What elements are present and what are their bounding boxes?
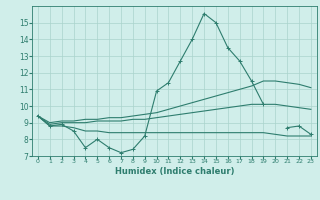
X-axis label: Humidex (Indice chaleur): Humidex (Indice chaleur) <box>115 167 234 176</box>
